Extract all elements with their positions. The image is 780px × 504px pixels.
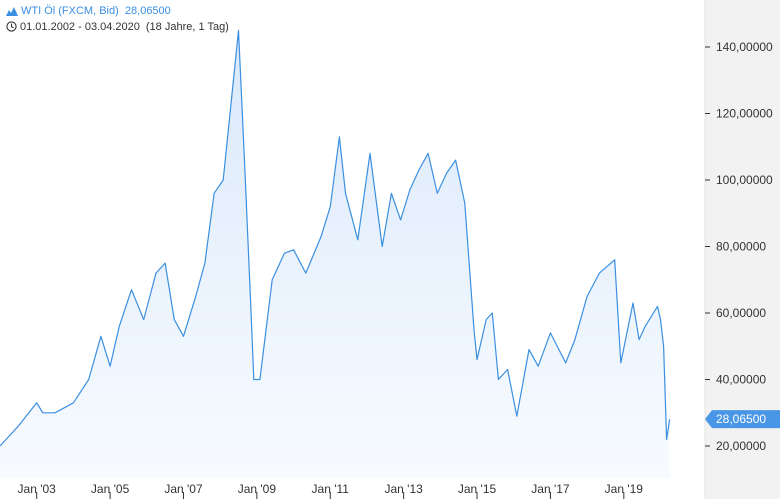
x-axis: Jan '03 Jan '05 Jan '07 Jan '09 Jan '11 Jan '… xyxy=(18,482,644,499)
y-tick: 100,00000 xyxy=(705,173,773,187)
y-tick: 120,00000 xyxy=(705,107,773,121)
last-value-badge-shape xyxy=(705,410,780,429)
instrument-name: WTI Öl (FXCM, Bid) xyxy=(21,5,119,17)
x-tick-label: Jan '11 xyxy=(312,482,350,496)
y-tick: 40,00000 xyxy=(705,373,766,387)
y-tick: 140,00000 xyxy=(705,40,773,54)
last-value-badge: 28,06500 xyxy=(705,410,780,429)
x-tick-label: Jan '09 xyxy=(238,482,277,496)
y-tick-label: 140,00000 xyxy=(716,40,773,54)
legend-series[interactable]: WTI Öl (FXCM, Bid) 28,06500 xyxy=(6,5,171,17)
x-tick-label: Jan '13 xyxy=(384,482,423,496)
x-tick: Jan '13 xyxy=(384,482,423,499)
last-value-badge-label: 28,06500 xyxy=(716,412,766,426)
x-tick: Jan '07 xyxy=(164,482,203,499)
clock-icon xyxy=(6,21,17,32)
y-tick: 20,00000 xyxy=(705,439,766,453)
legend-last-value: 28,06500 xyxy=(124,5,171,17)
price-area-fill xyxy=(0,30,670,479)
x-tick-label: Jan '07 xyxy=(164,482,203,496)
y-tick-label: 20,00000 xyxy=(716,439,766,453)
x-tick-label: Jan '03 xyxy=(18,482,57,496)
date-range: 01.01.2002 - 03.04.2020 xyxy=(20,21,140,33)
mountain-chart-icon xyxy=(6,7,18,16)
legend-timerange: 01.01.2002 - 03.04.2020 (18 Jahre, 1 Tag) xyxy=(6,21,229,33)
x-tick: Jan '19 xyxy=(605,482,644,499)
y-tick-label: 100,00000 xyxy=(716,173,773,187)
x-tick: Jan '11 xyxy=(312,482,350,499)
x-tick-label: Jan '19 xyxy=(605,482,644,496)
x-tick-label: Jan '17 xyxy=(531,482,570,496)
y-tick-label: 80,00000 xyxy=(716,240,766,254)
y-axis: 20,00000 40,00000 60,00000 80,00000 100,0000… xyxy=(705,40,773,453)
x-tick: Jan '17 xyxy=(531,482,570,499)
x-tick-label: Jan '05 xyxy=(91,482,130,496)
x-tick: Jan '05 xyxy=(91,482,130,499)
x-tick-label: Jan '15 xyxy=(458,482,497,496)
y-tick-label: 60,00000 xyxy=(716,306,766,320)
x-tick: Jan '09 xyxy=(238,482,277,499)
duration: (18 Jahre, 1 Tag) xyxy=(145,21,229,33)
x-tick: Jan '15 xyxy=(458,482,497,499)
y-tick: 80,00000 xyxy=(705,240,766,254)
y-tick-label: 40,00000 xyxy=(716,373,766,387)
price-line-series xyxy=(0,29,671,447)
y-tick-label: 120,00000 xyxy=(716,107,773,121)
x-tick: Jan '03 xyxy=(18,482,57,499)
y-tick: 60,00000 xyxy=(705,306,766,320)
